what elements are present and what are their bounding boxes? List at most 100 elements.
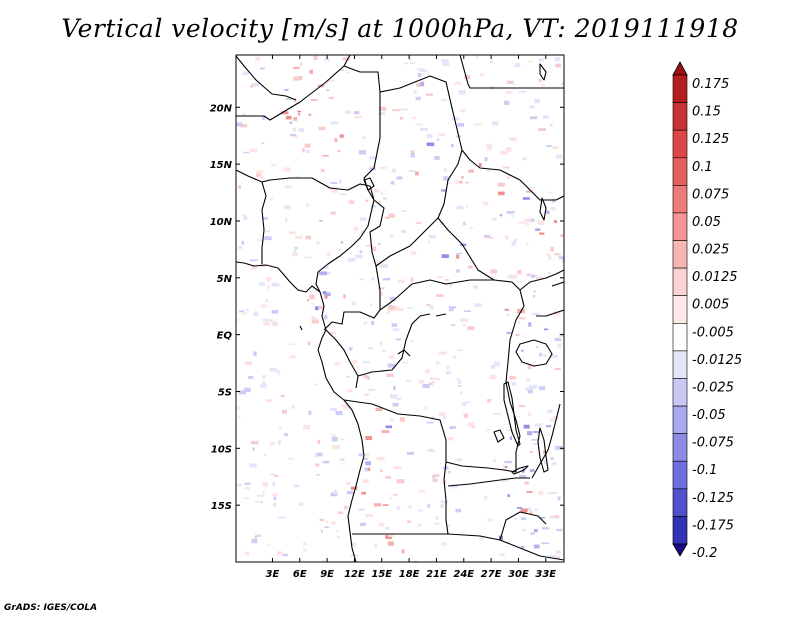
colorbar-swatch <box>672 488 688 517</box>
field-speckle <box>270 164 277 167</box>
field-speckle <box>389 234 394 238</box>
field-speckle <box>389 355 395 359</box>
lat-tick-label: EQ <box>217 331 233 342</box>
field-speckle <box>303 542 307 546</box>
field-speckle <box>539 232 545 235</box>
field-speckle <box>372 277 375 281</box>
field-speckle <box>504 308 509 311</box>
field-speckle <box>318 126 326 131</box>
field-speckle <box>535 276 544 280</box>
field-speckle <box>551 198 556 203</box>
field-speckle <box>376 456 385 461</box>
field-speckle <box>346 482 351 485</box>
field-speckle <box>443 480 447 484</box>
field-speckle <box>447 437 454 441</box>
field-speckle <box>356 115 362 118</box>
field-speckle <box>456 254 460 259</box>
field-speckle <box>380 166 387 169</box>
colorbar-label: 0.1 <box>692 160 713 175</box>
field-speckle <box>263 453 267 456</box>
field-speckle <box>526 378 531 382</box>
field-speckle <box>492 121 499 126</box>
field-speckle <box>417 68 425 71</box>
field-speckle <box>260 384 267 388</box>
field-speckle <box>295 176 300 178</box>
field-speckle <box>452 117 460 120</box>
field-speckle <box>487 399 492 403</box>
field-speckle <box>322 560 326 562</box>
field-speckle <box>334 138 338 143</box>
field-speckle <box>369 156 377 160</box>
field-speckle <box>361 491 366 495</box>
field-speckle <box>505 147 512 152</box>
field-speckle <box>377 287 385 290</box>
field-speckle <box>365 436 372 441</box>
field-speckle <box>435 515 439 520</box>
field-speckle <box>488 374 497 379</box>
colorbar-label: -0.005 <box>692 325 734 340</box>
field-speckle <box>546 492 552 495</box>
field-speckle <box>497 182 505 187</box>
field-speckle <box>486 429 490 432</box>
field-speckle <box>347 257 356 262</box>
field-speckle <box>438 133 446 137</box>
field-speckle <box>241 310 245 314</box>
border-ethiopia <box>461 149 564 201</box>
field-speckle <box>255 56 261 62</box>
field-speckle <box>248 376 254 379</box>
field-speckle <box>458 380 462 384</box>
field-speckle <box>484 496 488 500</box>
field-speckle <box>461 402 467 406</box>
field-speckle <box>413 90 417 94</box>
field-speckle <box>262 322 271 326</box>
field-speckle <box>314 453 318 458</box>
field-speckle <box>460 318 468 323</box>
field-speckle <box>241 214 246 217</box>
field-speckle <box>417 524 422 527</box>
field-speckle <box>506 174 511 179</box>
field-speckle <box>528 511 533 514</box>
lon-tick-label: 12E <box>344 569 365 580</box>
field-speckle <box>337 511 343 514</box>
field-speckle <box>270 473 275 476</box>
field-speckle <box>249 148 257 153</box>
field-speckle <box>426 421 434 424</box>
field-speckle <box>277 373 281 375</box>
field-speckle <box>464 401 471 404</box>
field-speckle <box>378 522 385 527</box>
field-speckle <box>365 452 370 457</box>
field-speckle <box>327 79 335 82</box>
border-ethiopia-kenya <box>519 269 564 291</box>
field-speckle <box>393 386 396 390</box>
field-speckle <box>282 553 289 557</box>
field-speckle <box>353 226 358 231</box>
field-speckle <box>519 474 527 479</box>
field-speckle <box>409 340 413 343</box>
field-speckle <box>262 482 268 487</box>
field-speckle <box>425 369 430 374</box>
field-speckle <box>492 459 496 462</box>
field-speckle <box>526 273 531 277</box>
field-speckle <box>363 321 367 325</box>
field-speckle <box>319 518 325 522</box>
field-speckle <box>254 534 258 536</box>
field-speckle <box>377 112 385 115</box>
colorbar-swatch <box>672 378 688 407</box>
field-speckle <box>270 441 275 446</box>
field-speckle <box>504 460 513 464</box>
field-speckle <box>290 134 298 138</box>
lake-mweru <box>493 429 505 443</box>
field-speckle <box>523 424 530 429</box>
field-speckle <box>250 440 259 445</box>
field-speckle <box>507 494 510 498</box>
field-speckle <box>448 470 451 474</box>
field-speckle <box>525 387 534 391</box>
field-speckle <box>362 136 366 139</box>
field-speckle <box>262 381 266 385</box>
field-speckle <box>509 137 517 141</box>
field-speckle <box>283 433 288 437</box>
field-speckle <box>355 254 363 259</box>
field-speckle <box>529 384 538 389</box>
field-speckle <box>441 542 448 546</box>
border-nigeria-cameroon <box>315 199 375 293</box>
